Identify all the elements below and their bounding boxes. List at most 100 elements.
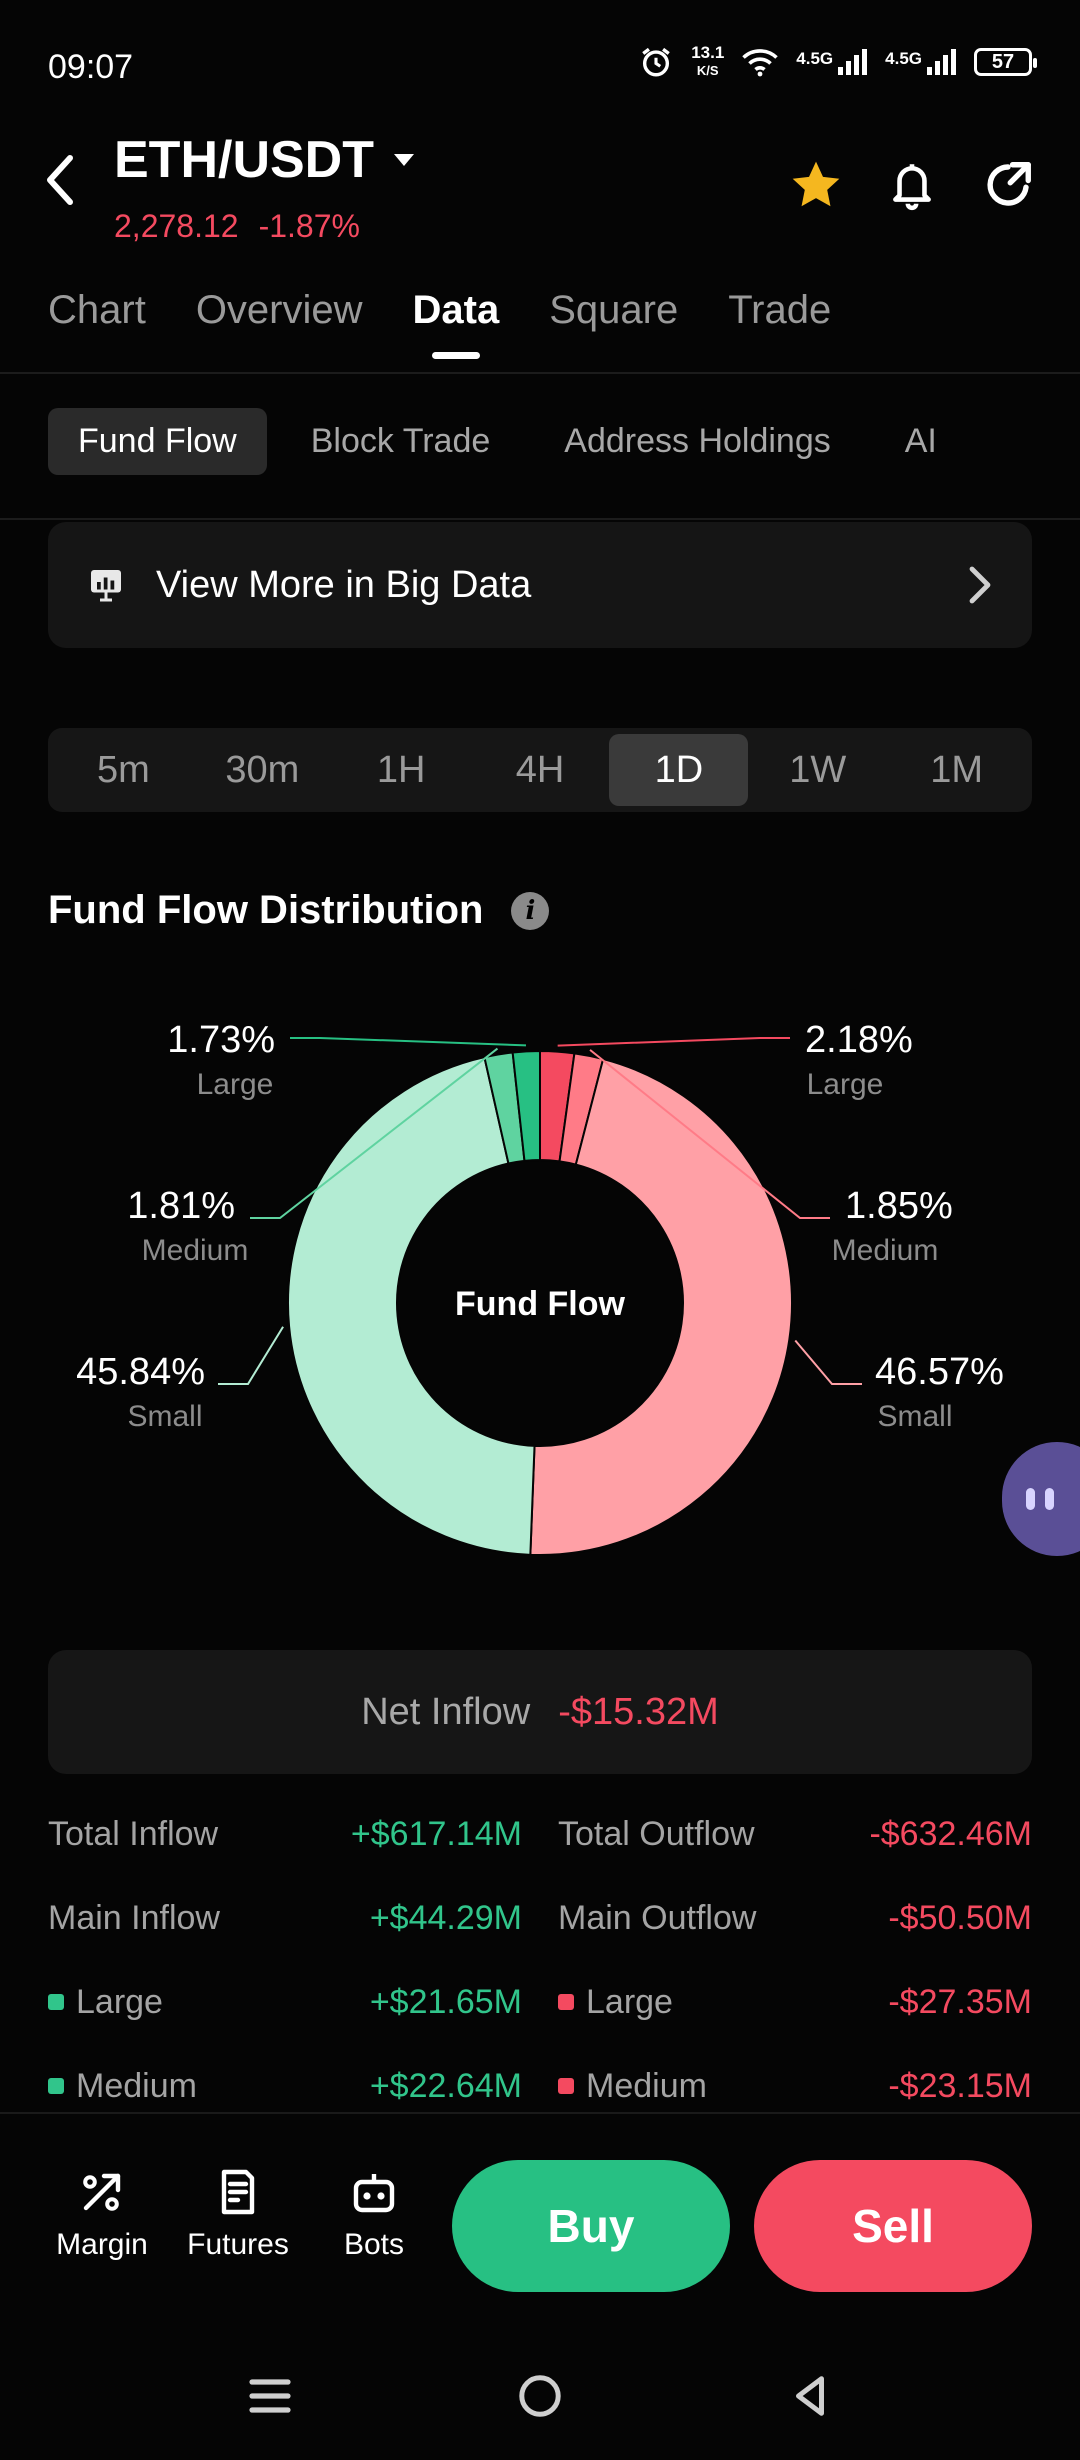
- net-speed: 13.1 K/S: [691, 43, 725, 79]
- net-inflow-card: Net Inflow -$15.32M: [48, 1650, 1032, 1774]
- tab-square[interactable]: Square: [549, 288, 679, 332]
- period-1d[interactable]: 1D: [609, 734, 749, 806]
- system-back-button[interactable]: [780, 2366, 840, 2426]
- outflow-dot: [558, 2078, 574, 2094]
- tab-chart[interactable]: Chart: [48, 288, 146, 332]
- net-inflow-value: -$15.32M: [558, 1690, 719, 1733]
- nav-margin[interactable]: Margin: [42, 2168, 162, 2262]
- back-button[interactable]: [40, 150, 90, 220]
- status-time: 09:07: [48, 48, 134, 86]
- slice-percent-label: 46.57%: [875, 1351, 1004, 1393]
- tab-data[interactable]: Data: [413, 288, 500, 359]
- period-1w[interactable]: 1W: [789, 749, 847, 791]
- outflow-value: -$27.35M: [888, 1982, 1032, 2021]
- slice-percent-label: 2.18%: [805, 1019, 913, 1061]
- chevron-right-icon: [969, 566, 991, 604]
- leader-line: [794, 1339, 862, 1385]
- back-triangle-icon: [796, 2376, 824, 2416]
- subtab-address-holdings[interactable]: Address Holdings: [564, 422, 831, 460]
- period-5m[interactable]: 5m: [97, 749, 150, 791]
- nav-margin-label: Margin: [56, 2228, 148, 2261]
- leader-line: [250, 1047, 499, 1219]
- pair-name: ETH/USDT: [114, 131, 374, 189]
- star-icon: [792, 161, 840, 207]
- back-icon: [47, 155, 73, 205]
- slice-category-label: Large: [807, 1068, 884, 1101]
- period-30m[interactable]: 30m: [225, 749, 300, 791]
- outflow-label: Main Outflow: [558, 1898, 757, 1937]
- leader-line: [557, 1037, 790, 1047]
- slice-percent-label: 1.85%: [845, 1185, 953, 1227]
- outflow-value: -$632.46M: [869, 1814, 1032, 1853]
- donut-center-label: Fund Flow: [455, 1285, 626, 1323]
- buy-button[interactable]: Buy: [452, 2160, 730, 2292]
- system-menu-button[interactable]: [240, 2366, 300, 2426]
- flow-row: Total Inflow +$617.14M Total Outflow -$632.…: [48, 1792, 1032, 1876]
- wifi-icon: [742, 49, 779, 77]
- subtabs-divider: [0, 518, 1080, 520]
- period-selector: 5m 30m 1H 4H 1D 1W 1M: [48, 728, 1032, 812]
- inflow-label: Large: [76, 1982, 163, 2021]
- slice-category-label: Medium: [142, 1234, 249, 1267]
- menu-icon: [249, 2379, 291, 2413]
- outflow-label: Medium: [586, 2066, 707, 2105]
- distribution-title: Fund Flow Distribution i: [48, 888, 550, 933]
- inflow-label: Medium: [76, 2066, 197, 2105]
- subtab-fund-flow[interactable]: Fund Flow: [48, 408, 267, 475]
- alarm-icon: [642, 47, 670, 77]
- inflow-label: Main Inflow: [48, 1898, 220, 1937]
- flow-row: Medium +$22.64M Medium -$23.15M: [48, 2044, 1032, 2128]
- flow-row: Large +$21.65M Large -$27.35M: [48, 1960, 1032, 2044]
- bell-icon: [893, 164, 931, 211]
- period-1h[interactable]: 1H: [376, 749, 426, 791]
- info-icon[interactable]: i: [511, 891, 550, 930]
- big-data-icon: [91, 570, 121, 602]
- fund-flow-donut-chart: 2.18% Large 1.85% Medium 46.57% Small 45.84% Sm…: [76, 1019, 1004, 1556]
- slice-category-label: Medium: [832, 1234, 939, 1267]
- outflow-value: -$23.15M: [888, 2066, 1032, 2105]
- slice-percent-label: 45.84%: [76, 1351, 205, 1393]
- outflow-label: Large: [586, 1982, 673, 2021]
- sell-button[interactable]: Sell: [754, 2160, 1032, 2292]
- inflow-value: +$22.64M: [369, 2066, 522, 2105]
- share-icon: [987, 162, 1031, 206]
- share-button[interactable]: [978, 155, 1038, 215]
- big-data-label: View More in Big Data: [156, 563, 532, 606]
- slice-category-label: Large: [197, 1068, 274, 1101]
- favorite-button[interactable]: [786, 155, 846, 215]
- nav-bots[interactable]: Bots: [314, 2168, 434, 2262]
- tab-overview[interactable]: Overview: [195, 288, 363, 332]
- inflow-value: +$617.14M: [350, 1814, 522, 1853]
- main-tabs: Chart Overview Data Square Trade: [48, 288, 831, 359]
- period-1m[interactable]: 1M: [930, 749, 983, 791]
- subtab-ai[interactable]: AI: [904, 422, 937, 460]
- subtab-block-trade[interactable]: Block Trade: [310, 422, 491, 460]
- donut-slice-inflow-large[interactable]: [511, 1049, 541, 1162]
- nav-futures[interactable]: Futures: [178, 2168, 298, 2262]
- pair-selector[interactable]: ETH/USDT: [114, 130, 416, 190]
- assistant-bubble[interactable]: [1002, 1442, 1080, 1556]
- futures-icon: [221, 2169, 255, 2215]
- period-4h[interactable]: 4H: [515, 749, 565, 791]
- system-home-button[interactable]: [510, 2366, 570, 2426]
- alert-button[interactable]: [882, 155, 942, 215]
- last-price: 2,278.12: [114, 208, 239, 244]
- bots-icon: [353, 2174, 395, 2213]
- net-inflow-label: Net Inflow: [361, 1690, 531, 1733]
- inflow-label: Total Inflow: [48, 1814, 219, 1853]
- outflow-label: Total Outflow: [558, 1814, 755, 1853]
- nav-futures-label: Futures: [187, 2228, 289, 2261]
- sub-tabs: Fund Flow Block Trade Address Holdings A…: [48, 408, 967, 475]
- price-change: -1.87%: [258, 208, 360, 244]
- nav-bots-label: Bots: [343, 2228, 405, 2261]
- inflow-dot: [48, 1994, 64, 2010]
- tabs-divider: [0, 372, 1080, 374]
- slice-category-label: Small: [127, 1400, 202, 1433]
- caret-down-icon: [394, 154, 414, 166]
- tab-trade[interactable]: Trade: [728, 288, 832, 332]
- big-data-link[interactable]: View More in Big Data: [48, 522, 1032, 648]
- flow-row: Main Inflow +$44.29M Main Outflow -$50.50M: [48, 1876, 1032, 1960]
- donut-slice-inflow-small[interactable]: [287, 1056, 536, 1556]
- battery-icon: 57: [974, 48, 1037, 76]
- inflow-dot: [48, 2078, 64, 2094]
